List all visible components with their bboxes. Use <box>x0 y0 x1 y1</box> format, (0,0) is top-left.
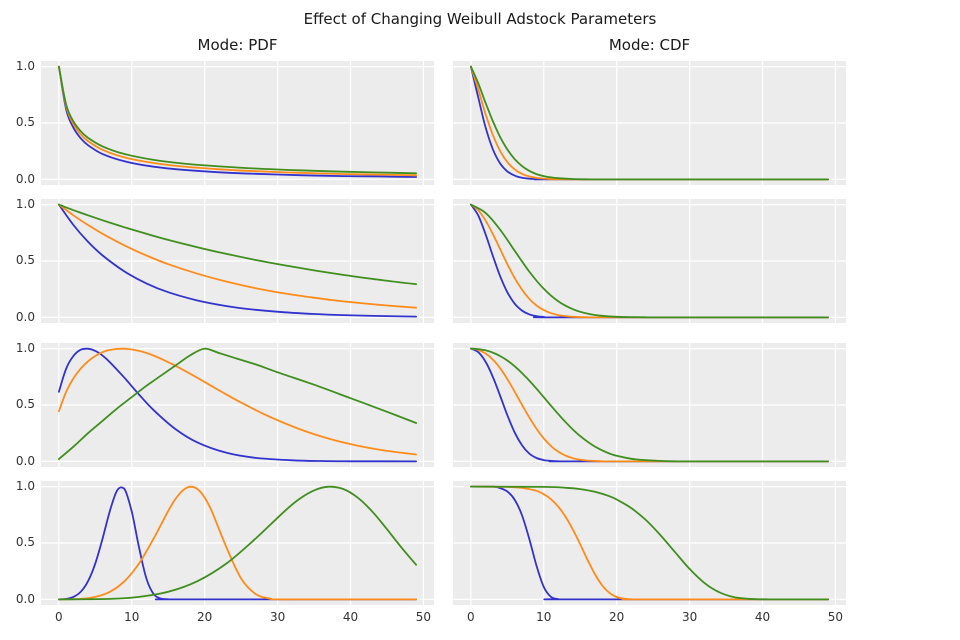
series-line-orange <box>58 486 417 601</box>
series-line-orange <box>470 204 829 319</box>
y-tick-label: 0.0 <box>15 309 35 324</box>
x-tick-label: 20 <box>609 610 625 625</box>
x-tick-label: 10 <box>124 610 140 625</box>
y-tick-label: 1.0 <box>15 479 35 494</box>
series-line-blue <box>470 204 829 319</box>
series-line-green <box>470 348 829 463</box>
series-line-green <box>58 66 417 175</box>
x-tick-label: 50 <box>415 610 432 625</box>
y-tick-label: 1.0 <box>15 197 35 212</box>
x-tick-label: 40 <box>754 610 771 625</box>
x-tick-label: 0 <box>55 610 63 625</box>
y-tick-label: 0.5 <box>15 253 35 268</box>
series-line-green <box>58 348 417 461</box>
panel-row3-pdf <box>41 343 434 468</box>
panel-row2-cdf <box>453 199 846 324</box>
series-line-green <box>58 204 417 286</box>
series-line-blue <box>58 486 417 601</box>
column-title-pdf: Mode: PDF <box>197 36 278 54</box>
y-tick-label: 0.0 <box>15 453 35 468</box>
panel-row4-cdf <box>453 481 846 606</box>
series-line-orange <box>58 204 417 309</box>
y-tick-label: 0.0 <box>15 171 35 186</box>
series-line-blue <box>58 66 417 179</box>
y-tick-label: 1.0 <box>15 341 35 356</box>
y-tick-label: 0.0 <box>15 591 35 606</box>
series-line-green <box>470 486 829 601</box>
y-tick-label: 0.5 <box>15 115 35 130</box>
panel-row1-cdf <box>453 61 846 186</box>
series-line-green <box>470 66 829 181</box>
series-line-green <box>470 204 829 319</box>
panel-row3-cdf <box>453 343 846 468</box>
x-tick-label: 50 <box>827 610 844 625</box>
x-tick-label: 30 <box>681 610 698 625</box>
figure-title: Effect of Changing Weibull Adstock Param… <box>303 10 657 28</box>
y-tick-label: 0.5 <box>15 397 35 412</box>
series-line-orange <box>58 348 417 456</box>
x-tick-label: 30 <box>269 610 286 625</box>
x-tick-label: 40 <box>342 610 359 625</box>
series-line-blue <box>58 204 417 318</box>
series-line-orange <box>470 66 829 181</box>
panel-row2-pdf <box>41 199 434 324</box>
series-line-blue <box>58 348 417 463</box>
series-line-orange <box>470 486 829 601</box>
x-tick-label: 0 <box>467 610 475 625</box>
series-line-blue <box>470 348 829 463</box>
series-line-orange <box>58 66 417 177</box>
x-tick-label: 20 <box>197 610 213 625</box>
y-tick-label: 1.0 <box>15 59 35 74</box>
y-tick-label: 0.5 <box>15 535 35 550</box>
column-title-cdf: Mode: CDF <box>608 36 691 54</box>
series-line-green <box>58 486 417 601</box>
series-line-orange <box>470 348 829 463</box>
x-tick-label: 10 <box>536 610 552 625</box>
panel-row1-pdf <box>41 61 434 186</box>
series-line-blue <box>470 486 829 601</box>
panel-row4-pdf <box>41 481 434 606</box>
